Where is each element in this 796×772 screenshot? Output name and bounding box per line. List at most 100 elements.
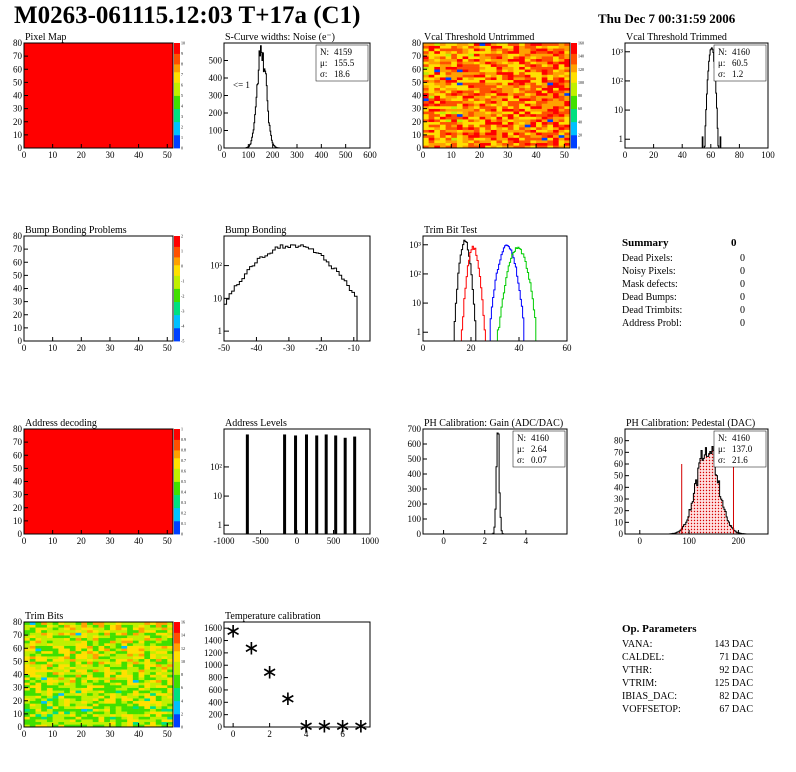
heatmap-cell	[536, 79, 543, 83]
heatmap-cell	[87, 624, 94, 628]
stats-value: 4160	[732, 433, 751, 443]
heatmap-cell	[69, 653, 76, 657]
heatmap-cell	[109, 645, 116, 649]
x-tick-label: 60	[706, 150, 716, 160]
heatmap-cell	[115, 653, 122, 657]
plot-background	[24, 236, 173, 341]
heatmap-cell	[530, 111, 537, 115]
x-tick-label: 0	[22, 729, 27, 739]
heatmap-cell	[155, 724, 162, 728]
heatmap-cell	[92, 692, 99, 696]
heatmap-cell	[92, 698, 99, 702]
heatmap-cell	[507, 74, 514, 78]
heatmap-cell	[434, 90, 441, 94]
heatmap-cell	[473, 53, 480, 57]
heatmap-cell	[479, 50, 486, 54]
heatmap-cell	[75, 724, 82, 728]
heatmap-cell	[485, 129, 492, 133]
heatmap-cell	[541, 129, 548, 133]
x-tick-label: 2	[267, 729, 272, 739]
heatmap-cell	[138, 692, 145, 696]
heatmap-cell	[150, 650, 157, 654]
heatmap-cell	[451, 98, 458, 102]
heatmap-cell	[423, 74, 429, 78]
heatmap-cell	[104, 643, 111, 646]
heatmap-cell	[64, 719, 71, 723]
heatmap-cell	[423, 127, 429, 130]
x-tick-label: 0	[638, 536, 643, 546]
heatmap-cell	[423, 90, 429, 94]
heatmap-cell	[423, 132, 429, 136]
heatmap-cell	[161, 650, 168, 654]
heatmap-cell	[167, 661, 174, 665]
heatmap-cell	[456, 43, 463, 46]
heatmap-cell	[530, 121, 537, 125]
heatmap-cell	[167, 674, 174, 678]
heatmap-cell	[41, 682, 48, 686]
heatmap-cell	[456, 116, 463, 120]
y-tick-label: 10	[13, 323, 23, 333]
heatmap-cell	[553, 43, 559, 46]
heatmap-cell	[468, 82, 475, 86]
heatmap-cell	[541, 53, 548, 57]
color-scale-band	[174, 320, 180, 324]
heatmap-cell	[127, 656, 134, 660]
heatmap-cell	[41, 627, 48, 631]
heatmap-cell	[451, 64, 458, 67]
color-scale-band	[174, 439, 180, 443]
heatmap-cell	[127, 698, 134, 702]
heatmap-cell	[439, 79, 446, 83]
heatmap-cell	[434, 106, 441, 109]
heatmap-cell	[161, 635, 168, 639]
color-scale-band	[571, 77, 577, 81]
heatmap-cell	[132, 695, 139, 699]
heatmap-cell	[167, 645, 174, 649]
heatmap-cell	[41, 674, 48, 678]
color-scale-band	[174, 90, 180, 94]
heatmap-cell	[81, 716, 88, 720]
heatmap-cell	[75, 700, 82, 704]
x-tick-label: 100	[761, 150, 775, 160]
heatmap-cell	[41, 645, 48, 649]
heatmap-cell	[46, 687, 53, 691]
heatmap-cell	[46, 658, 53, 662]
x-tick-label: 500	[339, 150, 353, 160]
heatmap-cell	[496, 48, 503, 52]
heatmap-cell	[75, 643, 82, 646]
heatmap-cell	[52, 703, 59, 707]
heatmap-cell	[524, 95, 531, 99]
heatmap-cell	[52, 650, 59, 654]
color-scale-band	[174, 322, 180, 326]
heatmap-cell	[104, 656, 111, 660]
heatmap-cell	[29, 721, 36, 725]
heatmap-cell	[35, 719, 42, 723]
color-scale-band	[571, 103, 577, 107]
heatmap-cell	[423, 45, 429, 49]
heatmap-cell	[524, 145, 531, 149]
heatmap-cell	[155, 653, 162, 657]
heatmap-cell	[553, 45, 559, 49]
histogram-series	[223, 244, 358, 341]
color-scale-band	[174, 285, 180, 289]
heatmap-cell	[553, 100, 559, 104]
heatmap-cell	[439, 90, 446, 94]
heatmap-cell	[115, 692, 122, 696]
heatmap-cell	[553, 53, 559, 57]
heatmap-cell	[69, 658, 76, 662]
heatmap-cell	[564, 106, 571, 109]
heatmap-cell	[530, 48, 537, 52]
heatmap-cell	[69, 664, 76, 667]
heatmap-cell	[445, 132, 452, 136]
heatmap-cell	[115, 685, 122, 688]
heatmap-cell	[451, 113, 458, 117]
heatmap-cell	[81, 650, 88, 654]
plot-vcal-untrimmed: Vcal Threshold Untrimmed0204060801001201…	[412, 32, 584, 160]
y-tick-label: 80	[13, 617, 23, 627]
color-scale-band	[174, 510, 180, 514]
x-tick-label: 50	[163, 536, 173, 546]
heatmap-cell	[547, 142, 554, 146]
heatmap-cell	[75, 640, 82, 644]
heatmap-cell	[530, 56, 537, 60]
y-tick-label: 0	[417, 529, 422, 539]
heatmap-cell	[473, 56, 480, 60]
